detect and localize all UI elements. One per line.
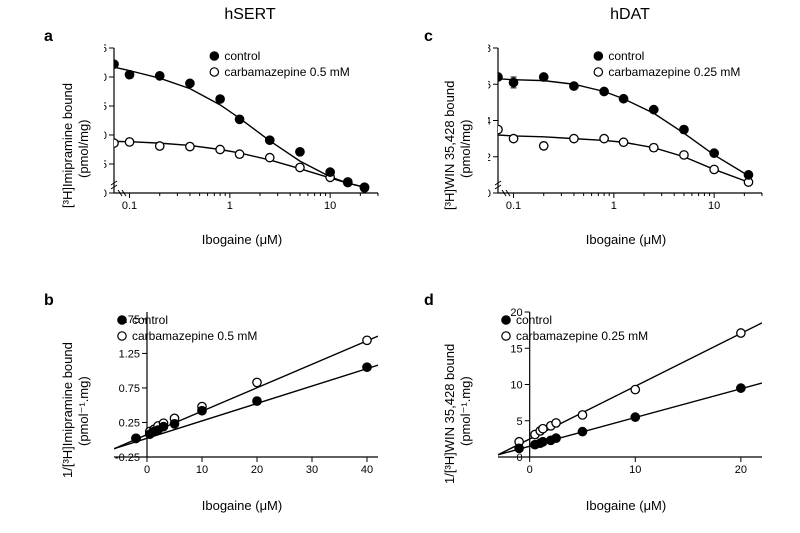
panel-d-ylabel: 1/[³H]WIN 35,428 bound (442, 344, 457, 484)
svg-text:1.25: 1.25 (119, 348, 140, 360)
svg-text:-0.25: -0.25 (115, 452, 140, 464)
panel-letter-d: d (424, 292, 434, 310)
svg-text:0: 0 (144, 464, 150, 476)
svg-text:carbamazepine 0.25 mM: carbamazepine 0.25 mM (516, 329, 648, 343)
svg-text:25: 25 (104, 43, 107, 55)
svg-text:control: control (516, 313, 552, 327)
svg-text:carbamazepine 0.25 mM: carbamazepine 0.25 mM (608, 65, 740, 79)
panel-c-ylabel-line2: (pmol/mg) (458, 119, 473, 178)
panel-c-plot: 0 0.2 0.4 0.6 0.8 0.1 1 10 control carbamazepine … (488, 40, 768, 215)
svg-text:0: 0 (488, 188, 491, 200)
svg-text:0.25: 0.25 (119, 417, 140, 429)
svg-text:10: 10 (196, 464, 208, 476)
svg-text:0.1: 0.1 (506, 200, 521, 212)
panel-c-ylabel-line1: [³H]WIN 35,428 bound (442, 81, 457, 210)
panel-letter-c: c (424, 28, 433, 46)
svg-text:20: 20 (735, 464, 747, 476)
panel-c-ylabel: [³H]WIN 35,428 bound (442, 81, 457, 210)
svg-text:1: 1 (227, 200, 233, 212)
svg-text:10: 10 (324, 200, 336, 212)
panel-b-xlabel: Ibogaine (μM) (152, 498, 332, 513)
svg-text:0.4: 0.4 (488, 116, 491, 128)
svg-text:1: 1 (611, 200, 617, 212)
panel-b-ylabel: 1/[³H]Imipramine bound (60, 342, 75, 478)
panel-d: 0510152001020controlcarbamazepine 0.25 m… (488, 304, 768, 479)
svg-text:0.2: 0.2 (488, 152, 491, 164)
svg-text:5: 5 (104, 159, 107, 171)
svg-text:0.75: 0.75 (119, 383, 140, 395)
panel-letter-a: a (44, 28, 53, 46)
panel-d-ylabel-line1: 1/[³H]WIN 35,428 bound (442, 344, 457, 484)
panel-b-ylabel-line2: (pmol⁻¹.mg) (76, 376, 91, 446)
panel-a-ylabel2: (pmol/mg) (76, 119, 91, 178)
svg-text:control: control (132, 313, 168, 327)
figure: { "figure": { "width_px": 800, "height_p… (0, 0, 800, 533)
svg-text:carbamazepine 0.5 mM: carbamazepine 0.5 mM (224, 65, 349, 79)
panel-a-xlabel: Ibogaine (μM) (152, 232, 332, 247)
svg-text:10: 10 (708, 200, 720, 212)
panel-b-plot: -0.250.250.751.251.75010203040controlcar… (104, 304, 384, 479)
col-title-hDAT: hDAT (530, 6, 730, 24)
panel-c-ylabel2: (pmol/mg) (458, 119, 473, 178)
svg-text:30: 30 (306, 464, 318, 476)
svg-text:15: 15 (104, 101, 107, 113)
panel-a-ylabel-line2: (pmol/mg) (76, 119, 91, 178)
svg-text:0.1: 0.1 (122, 200, 137, 212)
panel-d-ylabel-line2: (pmol⁻¹.mg) (458, 376, 473, 446)
svg-text:0: 0 (104, 188, 107, 200)
svg-text:10: 10 (629, 464, 641, 476)
panel-b-ylabel-line1: 1/[³H]Imipramine bound (60, 342, 75, 478)
panel-a-plot: 0 5 10 15 20 25 0.1 1 10 control carbamazepine 0.5… (104, 40, 384, 215)
panel-letter-b: b (44, 292, 54, 310)
svg-text:5: 5 (517, 416, 523, 428)
svg-text:40: 40 (361, 464, 373, 476)
svg-text:20: 20 (251, 464, 263, 476)
panel-b: -0.250.250.751.251.75010203040controlcar… (104, 304, 384, 479)
panel-c: 0 0.2 0.4 0.6 0.8 0.1 1 10 control carbamazepine … (488, 40, 768, 215)
panel-d-xlabel: Ibogaine (μM) (536, 498, 716, 513)
panel-d-plot: 0510152001020controlcarbamazepine 0.25 m… (488, 304, 768, 479)
svg-text:carbamazepine 0.5 mM: carbamazepine 0.5 mM (132, 329, 257, 343)
svg-text:control: control (608, 49, 644, 63)
svg-text:20: 20 (104, 72, 107, 84)
svg-text:0: 0 (527, 464, 533, 476)
panel-b-ylabel2: (pmol⁻¹.mg) (76, 376, 92, 446)
panel-c-xlabel: Ibogaine (μM) (536, 232, 716, 247)
svg-text:control: control (224, 49, 260, 63)
svg-text:0: 0 (517, 452, 523, 464)
svg-text:0.8: 0.8 (488, 43, 491, 55)
panel-a-ylabel: [³H]Imipramine bound (60, 83, 75, 208)
col-title-hSERT: hSERT (150, 6, 350, 24)
svg-text:10: 10 (510, 380, 522, 392)
panel-a: 0 5 10 15 20 25 0.1 1 10 control carbamazepine 0.5… (104, 40, 384, 215)
svg-text:10: 10 (104, 130, 107, 142)
panel-d-ylabel2: (pmol⁻¹.mg) (458, 376, 474, 446)
svg-text:15: 15 (510, 343, 522, 355)
svg-text:0.6: 0.6 (488, 79, 491, 91)
panel-a-ylabel-line1: [³H]Imipramine bound (60, 83, 75, 208)
